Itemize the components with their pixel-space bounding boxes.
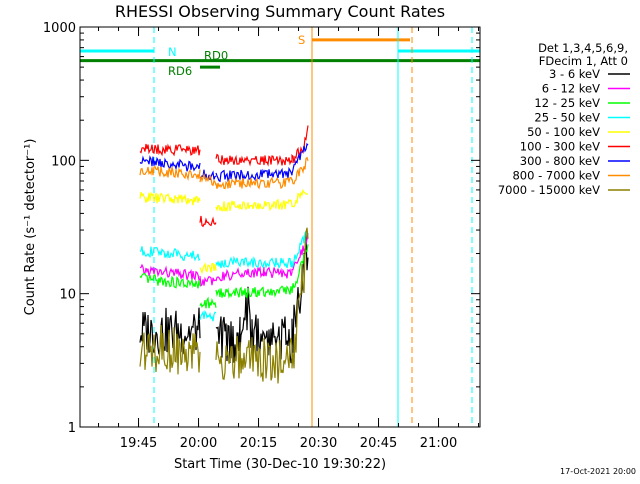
series-group xyxy=(139,125,309,384)
x-tick-label: 20:15 xyxy=(240,436,277,451)
vertical-markers xyxy=(79,27,473,427)
flag-bars: N S RD0 RD6 xyxy=(80,33,480,78)
series-line xyxy=(199,296,217,309)
series-line xyxy=(215,231,309,269)
series-line xyxy=(139,324,201,375)
x-tick-label: 20:45 xyxy=(360,436,397,451)
series-line xyxy=(199,172,217,187)
series-line xyxy=(139,165,201,181)
legend-entry: 800 - 7000 keV xyxy=(512,169,600,183)
legend: Det 1,3,4,5,6,9,FDecim 1, Att 03 - 6 keV… xyxy=(498,41,630,197)
flag-label: N xyxy=(168,45,177,59)
series-line xyxy=(215,142,309,183)
x-axis-label: Start Time (30-Dec-10 19:30:22) xyxy=(174,457,386,472)
y-axis: 1 10 100 1000 xyxy=(43,21,480,436)
legend-entry: 300 - 800 keV xyxy=(520,154,600,168)
series-line xyxy=(215,233,309,282)
series-line xyxy=(139,246,201,262)
y-tick-label: 1000 xyxy=(43,21,76,36)
series-line xyxy=(139,272,201,289)
timestamp: 17-Oct-2021 20:00 xyxy=(560,467,636,476)
series-line xyxy=(139,155,201,172)
legend-entry: 50 - 100 keV xyxy=(527,125,600,139)
legend-entry: 3 - 6 keV xyxy=(549,67,600,81)
series-line xyxy=(215,244,309,299)
series-line xyxy=(199,310,217,322)
y-tick-label: 10 xyxy=(59,288,76,303)
series-line xyxy=(215,227,309,384)
y-axis-label: Count Rate (s⁻¹ detector⁻¹) xyxy=(23,139,38,316)
flag-label: RD6 xyxy=(168,64,192,78)
x-tick-label: 19:45 xyxy=(120,436,157,451)
series-line xyxy=(199,275,217,287)
legend-entry: 100 - 300 keV xyxy=(520,140,600,154)
series-line xyxy=(199,215,217,228)
series-line xyxy=(139,263,201,282)
y-tick-label: 1 xyxy=(68,421,76,436)
legend-header: Det 1,3,4,5,6,9, xyxy=(538,41,628,55)
y-tick-label: 100 xyxy=(51,154,76,169)
chart-title: RHESSI Observing Summary Count Rates xyxy=(115,2,445,21)
series-line xyxy=(139,191,201,206)
legend-entry: 12 - 25 keV xyxy=(534,96,600,110)
x-tick-label: 21:00 xyxy=(420,436,457,451)
legend-entry: 6 - 12 keV xyxy=(542,82,600,96)
legend-header: FDecim 1, Att 0 xyxy=(539,54,628,68)
x-axis: 19:45 20:00 20:15 20:30 20:45 21:00 xyxy=(98,27,480,451)
x-tick-label: 20:00 xyxy=(180,436,217,451)
legend-entry: 25 - 50 keV xyxy=(534,111,600,125)
series-line xyxy=(139,143,201,157)
legend-entry: 7000 - 15000 keV xyxy=(498,183,600,197)
x-tick-label: 20:30 xyxy=(300,436,337,451)
series-line xyxy=(215,156,309,190)
series-line xyxy=(215,125,309,167)
plot-frame xyxy=(79,26,481,428)
flag-label: RD0 xyxy=(204,49,228,63)
series-line xyxy=(215,188,309,213)
series-line xyxy=(199,262,217,275)
flag-label: S xyxy=(298,33,305,47)
